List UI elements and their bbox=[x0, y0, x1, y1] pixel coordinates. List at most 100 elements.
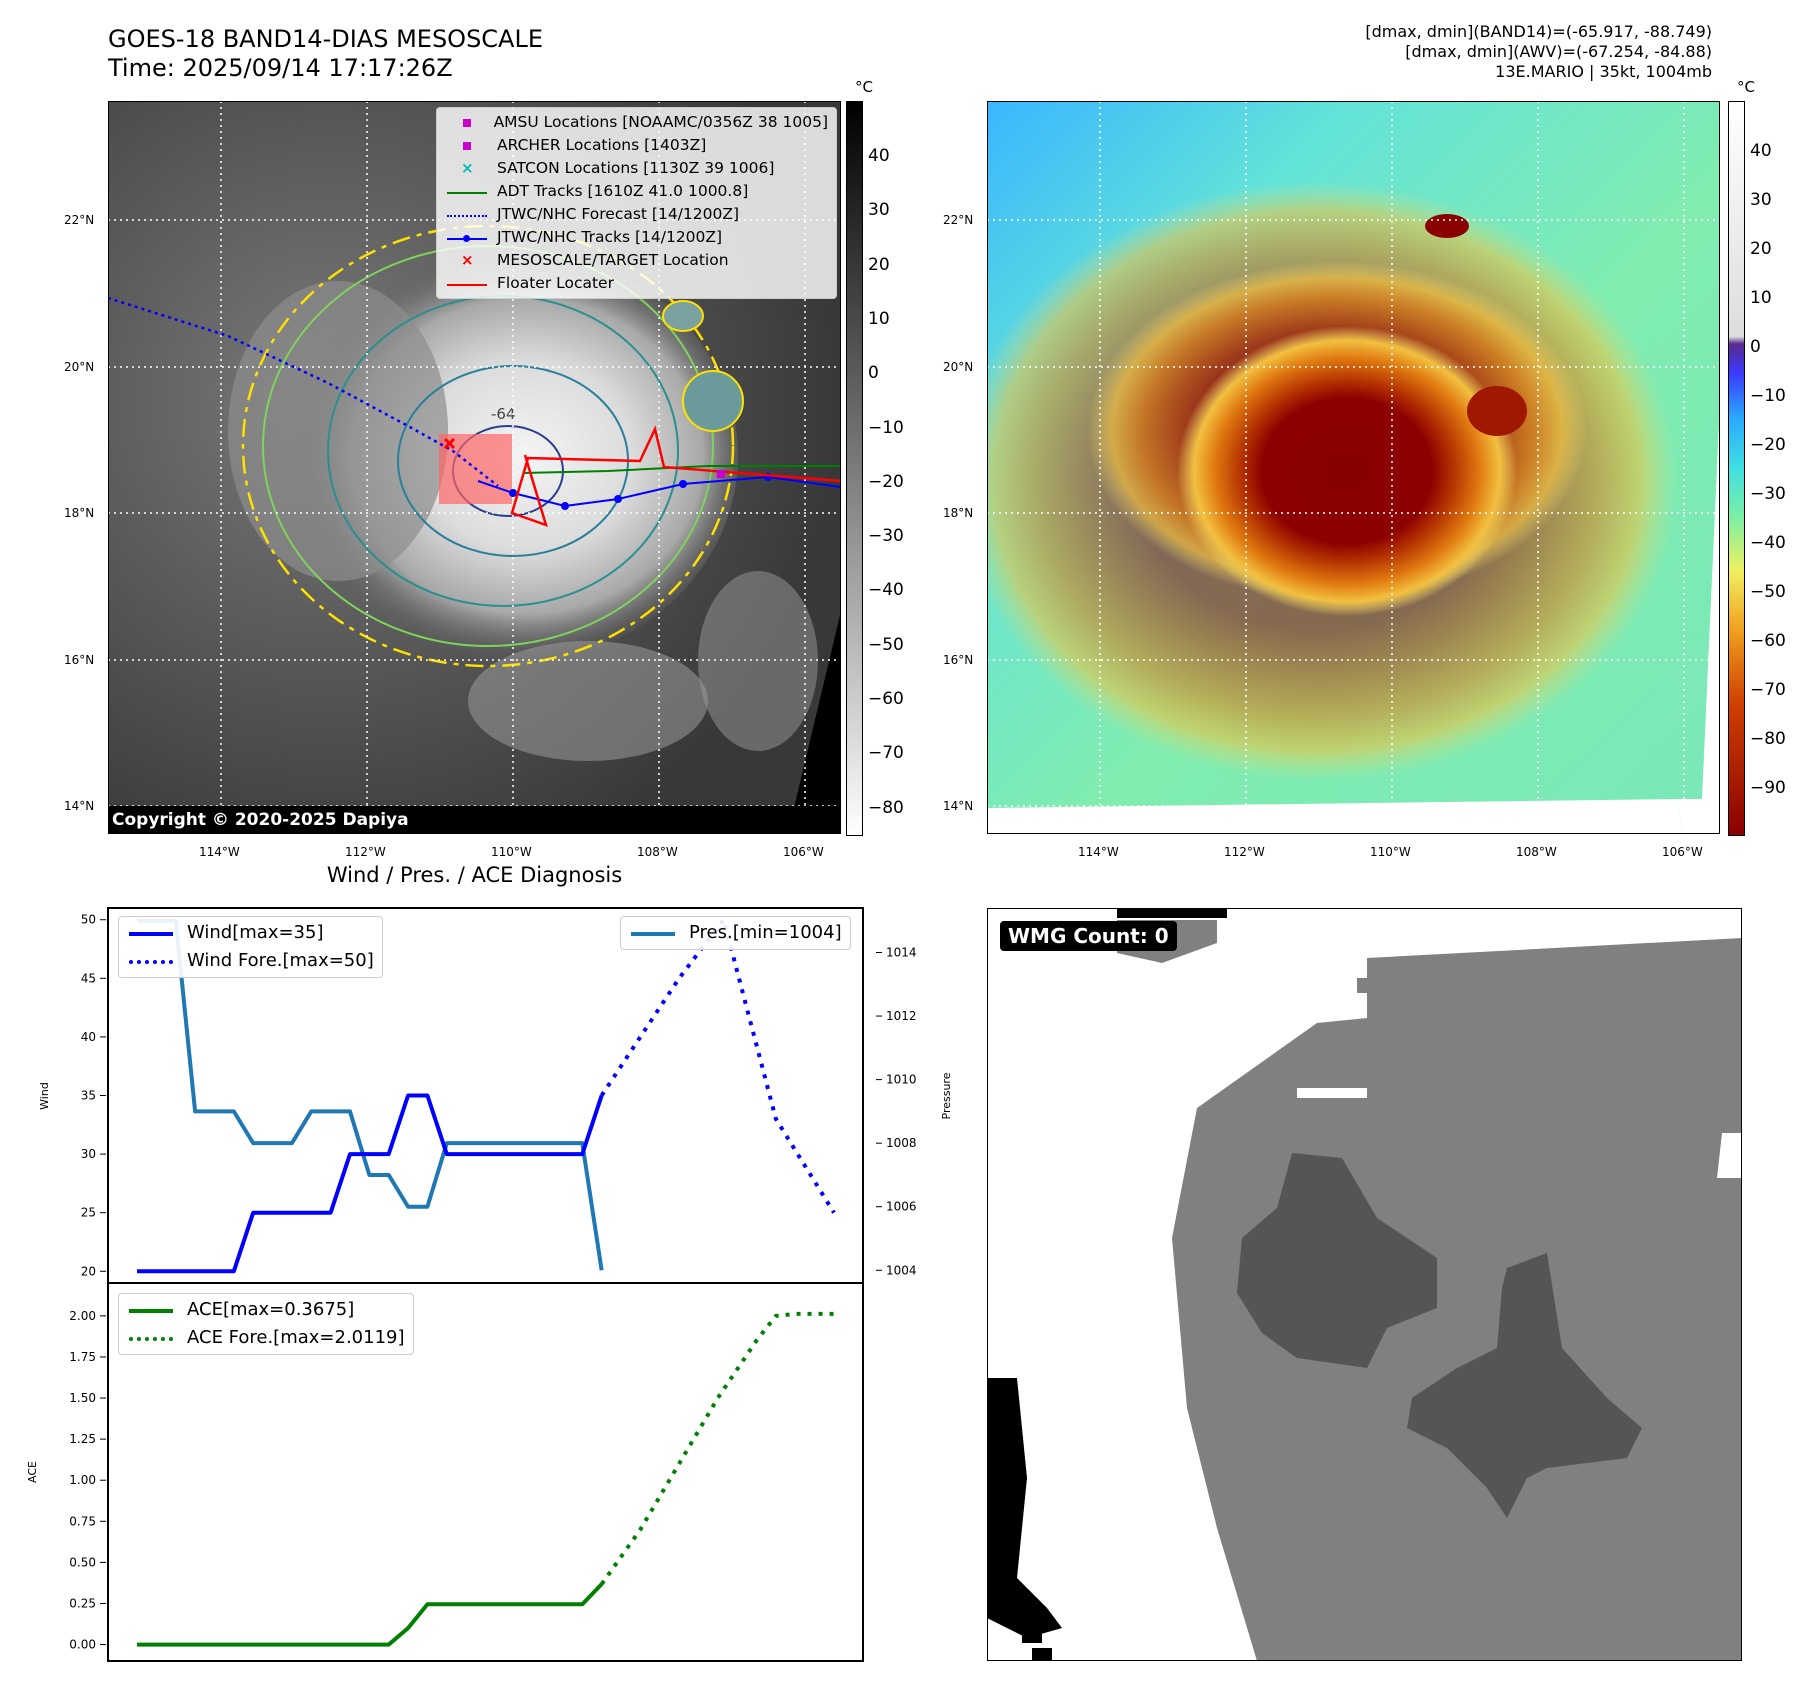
colorbar-tick: −10 bbox=[868, 417, 904, 438]
ace-axes-frame bbox=[107, 1282, 864, 1662]
legend-item-wind-forecast: Wind Fore.[max=50] bbox=[127, 947, 374, 975]
wmg-count-badge: WMG Count: 0 bbox=[1000, 921, 1177, 951]
legend-item-archer: ARCHER Locations [1403Z] bbox=[445, 134, 828, 157]
lat-label: 18°N bbox=[943, 506, 974, 520]
pressure-tick-label: 1004 bbox=[886, 1263, 917, 1277]
target-mark bbox=[443, 437, 456, 450]
line-marker-icon bbox=[629, 923, 677, 943]
wind-tick-label: 25 bbox=[81, 1206, 96, 1220]
wind-tick-label: 40 bbox=[81, 1030, 96, 1044]
ir-cloud-band bbox=[228, 281, 448, 581]
lat-label: 20°N bbox=[64, 360, 95, 374]
lat-label: 16°N bbox=[943, 653, 974, 667]
pressure-legend: Pres.[min=1004] bbox=[620, 916, 851, 950]
colorbar-tick: 10 bbox=[1750, 288, 1772, 308]
colorbar-tick: −40 bbox=[1750, 533, 1786, 553]
ace-tick-label: 1.75 bbox=[69, 1350, 96, 1364]
lon-label: 110°W bbox=[491, 845, 532, 859]
lon-label: 110°W bbox=[1370, 845, 1411, 859]
wind-series-1 bbox=[599, 917, 836, 1214]
lon-label: 112°W bbox=[1224, 845, 1265, 859]
ace-tick-label: 1.25 bbox=[69, 1432, 96, 1446]
line-marker-icon bbox=[127, 1300, 175, 1320]
colorbar-tick: −20 bbox=[868, 471, 904, 492]
colorbar-tick: −60 bbox=[1750, 631, 1786, 651]
wmg-dark-region bbox=[1237, 1153, 1437, 1368]
awv-core bbox=[1177, 326, 1517, 616]
legend-item-satcon: × SATCON Locations [1130Z 39 1006] bbox=[445, 157, 828, 180]
wind-tick-label: 50 bbox=[81, 913, 96, 927]
colorbar-tick: 40 bbox=[1750, 141, 1772, 161]
square-marker-icon bbox=[445, 136, 489, 156]
colorbar-tick: 30 bbox=[1750, 190, 1772, 210]
colorbar-tick: 40 bbox=[868, 146, 890, 166]
ir-legend: AMSU Locations [NOAAMC/0356Z 38 1005] AR… bbox=[436, 107, 837, 299]
stats-text: [dmax, dmin](BAND14)=(-65.917, -88.749)[… bbox=[1365, 22, 1712, 81]
pressure-series-0 bbox=[137, 918, 604, 1271]
pressure-tick-label: 1008 bbox=[886, 1136, 917, 1150]
lon-label: 114°W bbox=[199, 845, 240, 859]
floater-locater bbox=[510, 425, 841, 527]
colorbar-tick: −70 bbox=[1750, 680, 1786, 700]
colorbar-tick: 30 bbox=[868, 200, 890, 221]
ace-tick-label: 0.50 bbox=[69, 1555, 96, 1569]
wmg-black-patch bbox=[1022, 1628, 1042, 1643]
ace-tick-label: 0.00 bbox=[69, 1638, 96, 1652]
colorbar-tick: −60 bbox=[868, 689, 904, 709]
ace-legend: ACE[max=0.3675] ACE Fore.[max=2.0119] bbox=[118, 1293, 414, 1355]
colorbar-tick: −30 bbox=[868, 526, 904, 547]
ace-series-0 bbox=[137, 1582, 604, 1647]
lat-label: 16°N bbox=[64, 653, 95, 667]
lon-label: 106°W bbox=[783, 845, 824, 859]
awv-nodata bbox=[987, 799, 1682, 834]
colorbar-tick: −20 bbox=[1750, 435, 1786, 455]
colorbar-tick: −80 bbox=[1750, 729, 1786, 749]
lon-label: 114°W bbox=[1078, 845, 1119, 859]
pressure-tick-label: 1006 bbox=[886, 1200, 917, 1214]
lon-label: 112°W bbox=[345, 845, 386, 859]
awv-map-panel bbox=[987, 101, 1720, 834]
awv-colorbar-unit: °C bbox=[1737, 78, 1755, 96]
colorbar-tick: 0 bbox=[868, 363, 879, 384]
wmg-black-patch bbox=[1032, 1648, 1052, 1661]
diagnosis-title: Wind / Pres. / ACE Diagnosis bbox=[326, 863, 623, 887]
colorbar-tick: −50 bbox=[868, 634, 904, 655]
lat-label: 20°N bbox=[943, 360, 974, 374]
ace-tick-label: 2.00 bbox=[69, 1309, 96, 1323]
colorbar-tick: −90 bbox=[1750, 778, 1786, 798]
legend-item-jtwc-tracks: JTWC/NHC Tracks [14/1200Z] bbox=[445, 226, 828, 249]
lat-label: 22°N bbox=[64, 213, 95, 227]
dotted-line-icon bbox=[127, 1328, 175, 1348]
ace-tick-label: 1.50 bbox=[69, 1391, 96, 1405]
legend-item-ace-forecast: ACE Fore.[max=2.0119] bbox=[127, 1324, 405, 1352]
colorbar-tick: 10 bbox=[868, 308, 890, 329]
wmg-gray-region bbox=[1172, 938, 1742, 1661]
colorbar-tick: −80 bbox=[868, 797, 904, 818]
line-marker-icon bbox=[445, 182, 489, 202]
jtwc-track-points bbox=[509, 473, 772, 510]
line-dot-marker-icon bbox=[445, 228, 489, 248]
archer-location bbox=[717, 470, 725, 478]
legend-item-ace: ACE[max=0.3675] bbox=[127, 1296, 405, 1324]
copyright-bar bbox=[108, 806, 841, 834]
dotted-line-icon bbox=[445, 205, 489, 225]
ace-tick-label: 0.75 bbox=[69, 1514, 96, 1528]
wind-pressure-plot: 50 45 40 35 30 25 20 1014 1012 1010 1008 1006 1004 bbox=[81, 913, 917, 1279]
colorbar-tick: −10 bbox=[1750, 386, 1786, 406]
adt-track bbox=[522, 465, 841, 474]
wmg-panel bbox=[987, 908, 1742, 1661]
lat-label: 18°N bbox=[64, 506, 95, 520]
wmg-white-patch bbox=[1717, 1133, 1742, 1178]
figure-title: GOES-18 BAND14-DIAS MESOSCALE Time: 2025/… bbox=[108, 25, 544, 82]
wind-tick-label: 20 bbox=[81, 1264, 96, 1278]
legend-item-wind: Wind[max=35] bbox=[127, 919, 374, 947]
dotted-line-icon bbox=[127, 951, 175, 971]
awv-nodata bbox=[1678, 401, 1720, 834]
colorbar-tick: −30 bbox=[1750, 484, 1786, 504]
awv-gridlines bbox=[987, 101, 1720, 834]
colorbar-tick: 20 bbox=[1750, 239, 1772, 259]
wmg-black-patch bbox=[1117, 908, 1227, 918]
lat-label: 14°N bbox=[943, 799, 974, 813]
ir-cloud-band bbox=[468, 641, 708, 761]
wmg-black-region bbox=[987, 1378, 1062, 1638]
